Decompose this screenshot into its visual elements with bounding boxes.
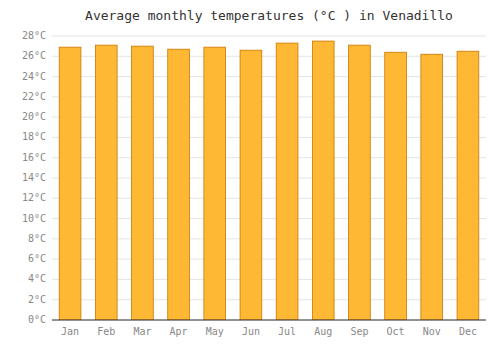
x-tick-label: Nov bbox=[423, 326, 441, 337]
y-tick-label: 22°C bbox=[22, 91, 46, 102]
x-tick-label: Oct bbox=[387, 326, 405, 337]
y-tick-label: 18°C bbox=[22, 131, 46, 142]
y-tick-label: 10°C bbox=[22, 213, 46, 224]
x-axis-line bbox=[52, 320, 486, 321]
x-tick-label: Mar bbox=[133, 326, 151, 337]
grid-line bbox=[52, 320, 486, 321]
x-tick-label: Jul bbox=[278, 326, 296, 337]
page: {"chart_data": {"type": "bar", "title": … bbox=[0, 0, 500, 350]
y-tick-label: 0°C bbox=[28, 314, 46, 325]
y-tick-label: 8°C bbox=[28, 233, 46, 244]
y-tick-label: 16°C bbox=[22, 152, 46, 163]
y-tick-label: 12°C bbox=[22, 192, 46, 203]
bar bbox=[59, 47, 81, 320]
bar bbox=[312, 41, 334, 320]
x-tick-label: Dec bbox=[459, 326, 477, 337]
bar bbox=[132, 46, 154, 320]
y-tick-label: 26°C bbox=[22, 50, 46, 61]
grid-line bbox=[52, 36, 486, 37]
bar bbox=[385, 52, 407, 320]
x-tick-label: Jan bbox=[61, 326, 79, 337]
bar bbox=[168, 49, 190, 320]
bar bbox=[240, 50, 262, 320]
bar bbox=[457, 51, 479, 320]
y-grid bbox=[52, 36, 486, 320]
y-axis: 0°C 2°C 4°C 6°C 8°C 10°C 12°C 14°C 16°C 18°C 20°C 2… bbox=[22, 30, 46, 325]
title: Average monthly temperatures (°C ) in Ve… bbox=[85, 8, 453, 23]
x-tick-label: Jun bbox=[242, 326, 260, 337]
x-tick-label: Aug bbox=[314, 326, 332, 337]
y-tick-label: 6°C bbox=[28, 253, 46, 264]
chart: Average monthly temperatures (°C ) in Ve… bbox=[0, 0, 500, 350]
x-tick-label: Apr bbox=[170, 326, 188, 337]
bar bbox=[276, 43, 298, 320]
bar bbox=[349, 45, 371, 320]
x-tick-label: Feb bbox=[97, 326, 115, 337]
bars bbox=[59, 41, 479, 320]
y-tick-label: 28°C bbox=[22, 30, 46, 41]
x-tick-label: Sep bbox=[350, 326, 368, 337]
bar bbox=[95, 45, 117, 320]
y-tick-label: 4°C bbox=[28, 273, 46, 284]
x-tick-label: May bbox=[206, 326, 224, 337]
x-axis: Jan Feb Mar Apr May Jun Jul Aug Sep Oct Nov Dec bbox=[52, 320, 486, 337]
y-tick-label: 20°C bbox=[22, 111, 46, 122]
y-tick-label: 2°C bbox=[28, 294, 46, 305]
bar bbox=[421, 54, 443, 320]
bar bbox=[204, 47, 226, 320]
y-tick-label: 14°C bbox=[22, 172, 46, 183]
y-tick-label: 24°C bbox=[22, 71, 46, 82]
